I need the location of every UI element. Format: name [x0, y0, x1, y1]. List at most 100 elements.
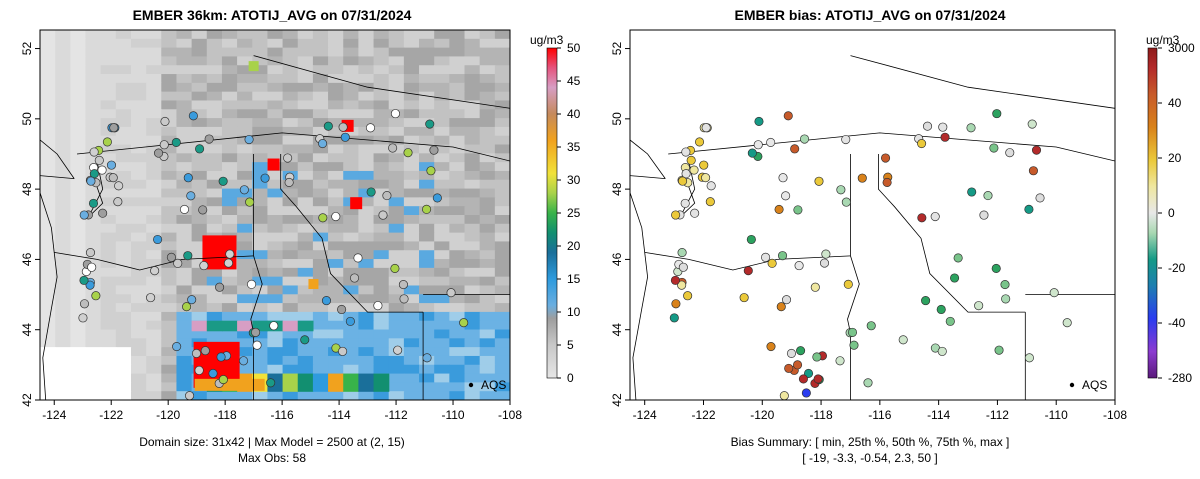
heatmap-cell: [176, 391, 193, 400]
site-marker: [173, 258, 183, 268]
heatmap-cell: [373, 285, 390, 295]
heatmap-cell: [237, 347, 253, 357]
site-marker: [390, 263, 400, 273]
heatmap-cell: [494, 232, 510, 243]
heatmap-cell: [161, 294, 178, 304]
heatmap-cell: [388, 391, 405, 400]
heatmap-cell: [479, 382, 496, 392]
heatmap-cell: [494, 179, 510, 190]
heatmap-cell: [494, 197, 510, 207]
colorbar-tick-label: 35: [567, 140, 581, 154]
heatmap-cell: [328, 391, 344, 400]
heatmap-cell: [130, 241, 147, 251]
heatmap-cell: [267, 65, 284, 75]
heatmap-cell: [464, 391, 481, 400]
site-marker: [388, 143, 398, 153]
heatmap-cell: [312, 267, 329, 278]
heatmap-cell: [373, 179, 390, 190]
heatmap-cell: [464, 303, 481, 313]
heatmap-cell: [449, 329, 466, 339]
heatmap-cell: [358, 215, 375, 225]
site-marker: [225, 249, 235, 259]
heatmap-cell: [479, 250, 496, 260]
heatmap-cell: [403, 47, 420, 58]
site-marker: [208, 368, 218, 378]
heatmap-cell: [464, 338, 481, 348]
heatmap-cell: [358, 38, 375, 49]
heatmap-cell: [403, 153, 420, 163]
bias-site-marker: [781, 295, 792, 305]
heatmap-cell: [328, 329, 344, 339]
heatmap-cell: [403, 232, 420, 243]
heatmap-cell: [70, 329, 87, 339]
heatmap-cell: [358, 259, 375, 269]
heatmap-cell: [297, 30, 314, 40]
heatmap-cell: [373, 162, 390, 172]
heatmap-cell: [312, 241, 329, 251]
heatmap-cell: [70, 38, 87, 49]
heatmap-cell: [312, 320, 329, 331]
bias-site-marker: [1031, 145, 1042, 155]
heatmap-cell: [70, 303, 87, 313]
heatmap-cell: [221, 144, 238, 154]
heatmap-cell: [282, 250, 299, 260]
heatmap-cell: [176, 347, 193, 357]
right-x-tick-label: -108: [1103, 408, 1127, 422]
site-marker: [318, 213, 328, 223]
heatmap-cell: [252, 100, 269, 110]
heatmap-cell: [40, 38, 56, 49]
heatmap-cell: [237, 38, 253, 49]
heatmap-cell: [358, 153, 375, 163]
heatmap-cell: [403, 56, 420, 66]
heatmap-cell: [449, 74, 466, 84]
heatmap-cell: [146, 391, 162, 400]
left-footer-line2: Max Obs: 58: [238, 451, 306, 465]
heatmap-cell: [206, 91, 223, 102]
heatmap-cell: [252, 311, 269, 322]
border-or-id: [250, 255, 263, 400]
heatmap-cell: [237, 100, 253, 110]
heatmap-cell: [282, 320, 299, 332]
colorbar-tick-label: 20: [1168, 151, 1182, 165]
heatmap-cell: [494, 47, 510, 58]
heatmap-cell: [297, 329, 314, 339]
site-marker: [284, 177, 294, 188]
bias-site-marker: [801, 388, 811, 398]
heatmap-cell: [328, 285, 344, 295]
left-footer-line1: Domain size: 31x42 | Max Model = 2500 at…: [139, 435, 405, 449]
heatmap-cell: [434, 179, 450, 190]
heatmap-cell: [115, 223, 132, 234]
heatmap-cell: [282, 285, 299, 295]
heatmap-cell: [373, 241, 390, 251]
heatmap-cell: [237, 311, 253, 322]
right-colorbar-unit: ug/m3: [1146, 33, 1180, 47]
heatmap-cell: [40, 56, 56, 66]
heatmap-cell: [449, 179, 466, 190]
heatmap-cell: [85, 285, 102, 295]
heatmap-cell: [479, 188, 496, 198]
heatmap-cell: [479, 373, 496, 383]
heatmap-cell: [403, 170, 420, 181]
heatmap-cell: [115, 30, 132, 40]
heatmap-hotspot: [248, 61, 259, 72]
heatmap-cell: [343, 267, 359, 278]
site-marker: [422, 353, 432, 363]
heatmap-cell: [252, 267, 269, 278]
heatmap-cell: [161, 162, 178, 172]
heatmap-cell: [449, 118, 466, 128]
right-x-tick-label: -122: [691, 408, 715, 422]
heatmap-cell: [449, 382, 466, 392]
site-marker: [345, 316, 355, 326]
heatmap-cell: [343, 56, 359, 66]
heatmap-cell: [252, 30, 269, 40]
bias-site-marker: [793, 205, 803, 215]
heatmap-cell: [191, 311, 208, 322]
heatmap-cell: [85, 364, 102, 375]
heatmap-cell: [40, 276, 56, 287]
heatmap-cell: [55, 241, 71, 251]
heatmap-cell: [328, 276, 344, 287]
heatmap-cell: [55, 91, 71, 102]
heatmap-cell: [479, 364, 496, 375]
heatmap-cell: [388, 47, 405, 58]
site-marker: [318, 139, 328, 149]
